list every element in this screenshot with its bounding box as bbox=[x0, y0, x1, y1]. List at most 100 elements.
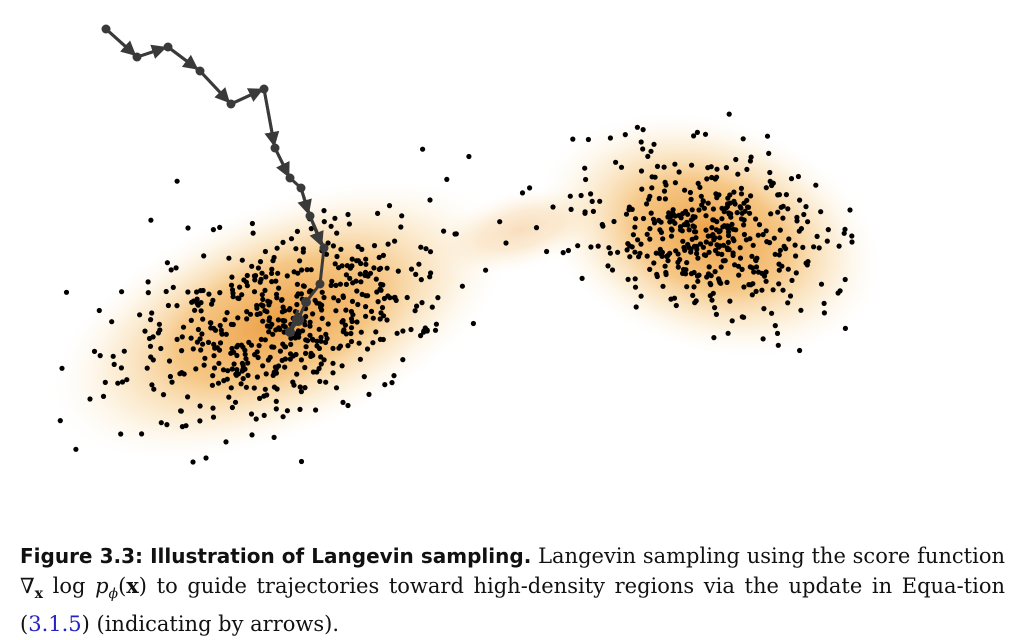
sample-point bbox=[333, 385, 340, 391]
sample-point bbox=[632, 249, 638, 255]
sample-point bbox=[293, 351, 299, 358]
sample-point bbox=[677, 256, 683, 263]
sample-point bbox=[216, 360, 222, 366]
sample-point bbox=[231, 349, 237, 355]
sample-point bbox=[235, 342, 241, 348]
sample-point bbox=[722, 258, 728, 264]
sample-point bbox=[777, 227, 783, 233]
caption-text-before: Langevin sampling using the score functi… bbox=[538, 544, 1006, 568]
figure-caption: Figure 3.3: Illustration of Langevin sam… bbox=[20, 541, 1005, 639]
sample-point bbox=[725, 229, 732, 235]
sample-point bbox=[165, 302, 171, 309]
sample-point bbox=[137, 312, 143, 318]
sample-point bbox=[211, 365, 218, 371]
sample-point bbox=[720, 242, 727, 248]
sample-point bbox=[293, 246, 299, 252]
sample-point bbox=[210, 405, 216, 411]
sample-point bbox=[362, 272, 368, 278]
equation-reference-link[interactable]: 3.1.5 bbox=[28, 612, 82, 637]
trajectory-arrows bbox=[105, 27, 324, 247]
sample-point bbox=[688, 271, 695, 277]
sample-point bbox=[252, 277, 258, 283]
sample-point bbox=[185, 289, 191, 295]
sample-point bbox=[198, 308, 204, 314]
sample-point bbox=[342, 322, 348, 328]
sample-point bbox=[567, 193, 573, 199]
sample-point bbox=[582, 165, 588, 171]
sample-point bbox=[404, 294, 410, 301]
sample-point bbox=[805, 259, 811, 265]
sample-point bbox=[767, 169, 773, 176]
sample-point bbox=[262, 337, 268, 343]
sample-point bbox=[91, 348, 98, 354]
sample-point bbox=[600, 223, 606, 229]
sample-point bbox=[262, 248, 268, 255]
sample-point bbox=[747, 236, 753, 242]
trajectory-nodes bbox=[101, 24, 329, 337]
sample-point bbox=[753, 257, 759, 263]
sample-point bbox=[349, 318, 355, 325]
sample-point bbox=[167, 373, 173, 380]
sample-point bbox=[497, 219, 503, 225]
sample-point bbox=[164, 422, 170, 428]
sample-point bbox=[792, 242, 798, 248]
sample-point bbox=[712, 269, 718, 275]
sample-point bbox=[300, 283, 306, 289]
sample-point bbox=[778, 204, 784, 210]
sample-point bbox=[238, 381, 244, 387]
sample-point bbox=[330, 360, 336, 366]
sample-point bbox=[375, 210, 381, 216]
sample-point bbox=[728, 214, 734, 220]
sample-point bbox=[198, 300, 204, 306]
sample-point bbox=[309, 336, 316, 342]
sample-point bbox=[618, 164, 625, 170]
sample-point bbox=[109, 319, 115, 325]
sample-point bbox=[158, 420, 164, 426]
sample-point bbox=[299, 267, 305, 273]
sample-point bbox=[300, 328, 306, 334]
sample-point bbox=[179, 424, 185, 430]
sample-point bbox=[704, 274, 710, 280]
sample-point bbox=[257, 395, 263, 401]
sample-point bbox=[695, 278, 701, 284]
sample-point bbox=[242, 347, 248, 353]
sample-point bbox=[97, 353, 103, 359]
sample-point bbox=[713, 227, 720, 233]
sample-point bbox=[363, 293, 369, 299]
sample-point bbox=[202, 355, 208, 361]
sample-point bbox=[738, 216, 745, 222]
sample-point bbox=[260, 363, 266, 369]
sample-point bbox=[763, 278, 769, 284]
sample-point bbox=[783, 192, 790, 198]
sample-point bbox=[321, 219, 327, 225]
sample-point bbox=[668, 296, 674, 302]
sample-point bbox=[626, 204, 633, 210]
sample-point bbox=[682, 187, 688, 193]
sample-point bbox=[777, 247, 784, 253]
sample-point bbox=[271, 344, 277, 350]
sample-point bbox=[339, 363, 345, 369]
sample-point bbox=[673, 248, 679, 254]
sample-point bbox=[223, 439, 229, 445]
sample-point bbox=[651, 260, 657, 266]
score-function-formula: ∇x log pϕ(x) bbox=[20, 573, 147, 603]
sample-point bbox=[590, 208, 597, 214]
sample-point bbox=[151, 386, 157, 392]
sample-point bbox=[200, 341, 206, 347]
sample-point bbox=[63, 289, 70, 295]
sample-point bbox=[724, 279, 730, 285]
sample-point bbox=[719, 216, 725, 222]
sample-point bbox=[519, 190, 526, 196]
sample-point bbox=[224, 310, 230, 316]
sample-point bbox=[763, 228, 769, 234]
sample-point bbox=[695, 255, 701, 261]
sample-point bbox=[343, 307, 349, 313]
sample-point bbox=[344, 263, 350, 269]
sample-point bbox=[645, 153, 651, 159]
sample-point bbox=[263, 274, 269, 280]
sample-point bbox=[459, 283, 465, 289]
sample-point bbox=[606, 245, 612, 251]
sample-point bbox=[683, 267, 689, 273]
sample-point bbox=[325, 321, 331, 327]
sample-point bbox=[730, 252, 736, 258]
